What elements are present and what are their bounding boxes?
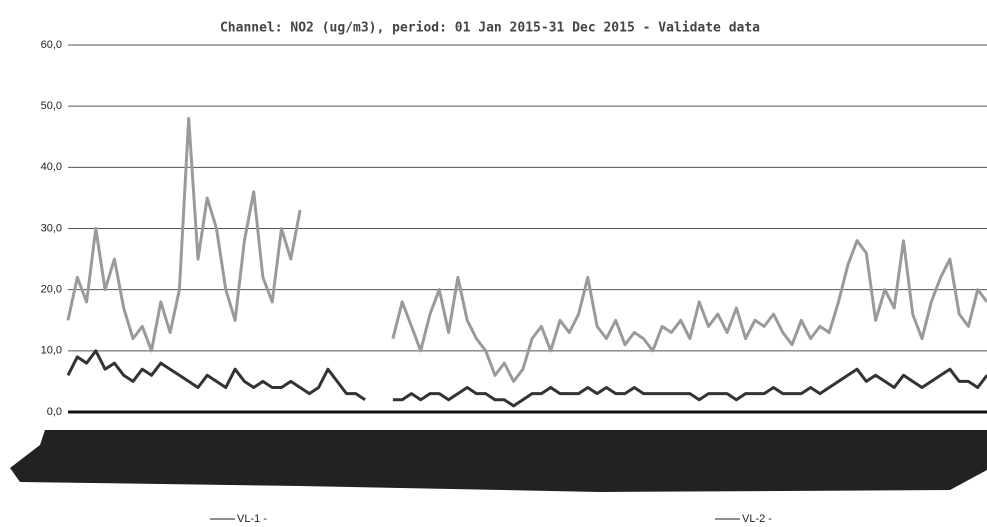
y-tick-label: 30,0: [41, 222, 62, 234]
y-tick-label: 60,0: [41, 39, 62, 51]
y-tick-label: 40,0: [41, 161, 62, 173]
y-tick-label: 0,0: [47, 406, 62, 418]
chart-title: Channel: NO2 (ug/m3), period: 01 Jan 201…: [220, 21, 760, 36]
y-tick-label: 10,0: [41, 345, 62, 357]
y-tick-label: 20,0: [41, 284, 62, 296]
legend-label: VL-2 -: [742, 513, 772, 525]
x-label-smear: [10, 430, 987, 492]
legend-label: VL-1 -: [237, 513, 267, 525]
series-line: [66, 116, 987, 383]
y-tick-label: 50,0: [41, 100, 62, 112]
series-line: [66, 349, 987, 408]
